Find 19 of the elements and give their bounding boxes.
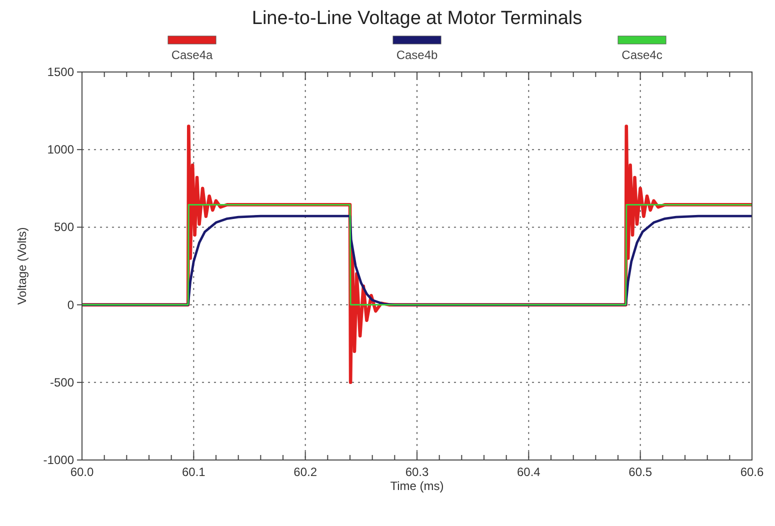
- x-tick-label: 60.2: [294, 465, 318, 479]
- y-tick-label: 0: [67, 298, 74, 312]
- y-tick-label: -500: [50, 375, 74, 390]
- x-tick-label: 60.0: [70, 465, 94, 479]
- x-tick-label: 60.1: [182, 465, 206, 479]
- chart-title: Line-to-Line Voltage at Motor Terminals: [252, 8, 582, 29]
- x-axis-title: Time (ms): [390, 479, 444, 493]
- legend-label: Case4a: [171, 48, 213, 62]
- y-tick-label: -1000: [43, 453, 74, 467]
- y-tick-label: 1000: [47, 142, 74, 157]
- y-tick-label: 1500: [47, 65, 74, 79]
- x-tick-label: 60.6: [740, 465, 764, 479]
- legend-label: Case4b: [396, 48, 438, 62]
- y-tick-label: 500: [54, 220, 74, 234]
- y-axis-title: Voltage (Volts): [15, 227, 29, 305]
- x-tick-label: 60.4: [516, 465, 541, 479]
- x-tick-label: 60.3: [405, 465, 429, 479]
- legend-label: Case4c: [622, 48, 662, 62]
- x-tick-label: 60.5: [628, 465, 652, 479]
